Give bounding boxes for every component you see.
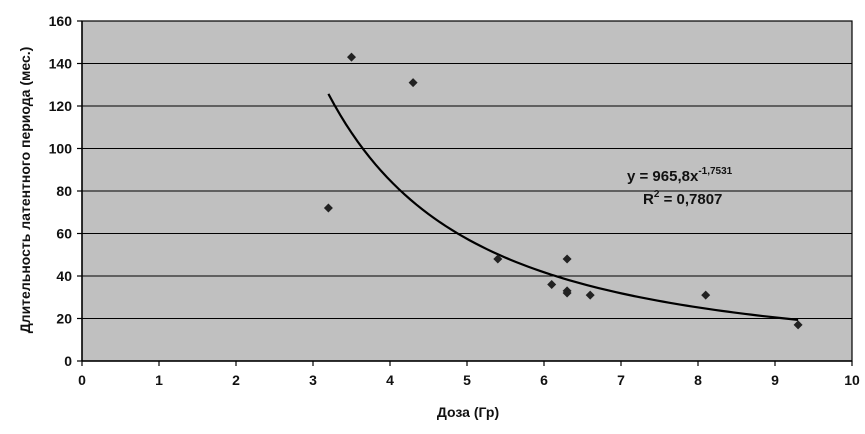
y-tick-label: 80 — [56, 183, 72, 199]
y-tick-label: 40 — [56, 268, 72, 284]
x-tick-label: 9 — [771, 372, 779, 388]
y-tick-labels: 0 20 40 60 80 100 120 140 160 — [49, 13, 73, 369]
data-points — [323, 52, 803, 330]
data-point — [493, 254, 503, 264]
data-point — [562, 254, 572, 264]
trendline-equation-exponent: -1,7531 — [698, 166, 732, 177]
data-point — [701, 290, 711, 300]
x-tick-label: 2 — [232, 372, 240, 388]
data-point — [562, 288, 572, 298]
y-tick-label: 160 — [49, 13, 73, 29]
y-axis-title: Длительность латентного периода (мес.) — [17, 47, 33, 334]
x-axis-title: Доза (Гр) — [437, 404, 499, 420]
y-tick-label: 120 — [49, 98, 73, 114]
data-point — [793, 320, 803, 330]
x-tick-label: 8 — [694, 372, 702, 388]
y-tick-label: 60 — [56, 226, 72, 242]
x-tick-label: 6 — [540, 372, 548, 388]
trendline — [327, 93, 799, 321]
x-tick-label: 4 — [386, 372, 394, 388]
x-tick-labels: 0 1 2 3 4 5 6 7 8 9 10 — [78, 372, 860, 388]
trendline-equation-main: y = 965,8x — [627, 168, 699, 185]
data-point — [547, 280, 557, 289]
data-point — [323, 203, 333, 213]
x-tick-label: 10 — [844, 372, 860, 388]
data-point — [585, 290, 595, 300]
x-tick-label: 1 — [155, 372, 163, 388]
y-tick-label: 100 — [49, 141, 73, 157]
x-tick-label: 0 — [78, 372, 86, 388]
x-tick-label: 3 — [309, 372, 317, 388]
data-point — [347, 52, 356, 62]
trendline-equation: y = 965,8x-1,7531 — [627, 166, 733, 185]
y-tick-label: 140 — [49, 56, 73, 72]
y-tick-label: 0 — [64, 353, 72, 369]
axes — [77, 20, 853, 366]
data-point — [408, 78, 418, 88]
r-squared-label: R2 = 0,7807 — [643, 189, 722, 208]
x-tick-label: 5 — [463, 372, 471, 388]
x-tick-label: 7 — [617, 372, 625, 388]
y-tick-label: 20 — [56, 311, 72, 327]
